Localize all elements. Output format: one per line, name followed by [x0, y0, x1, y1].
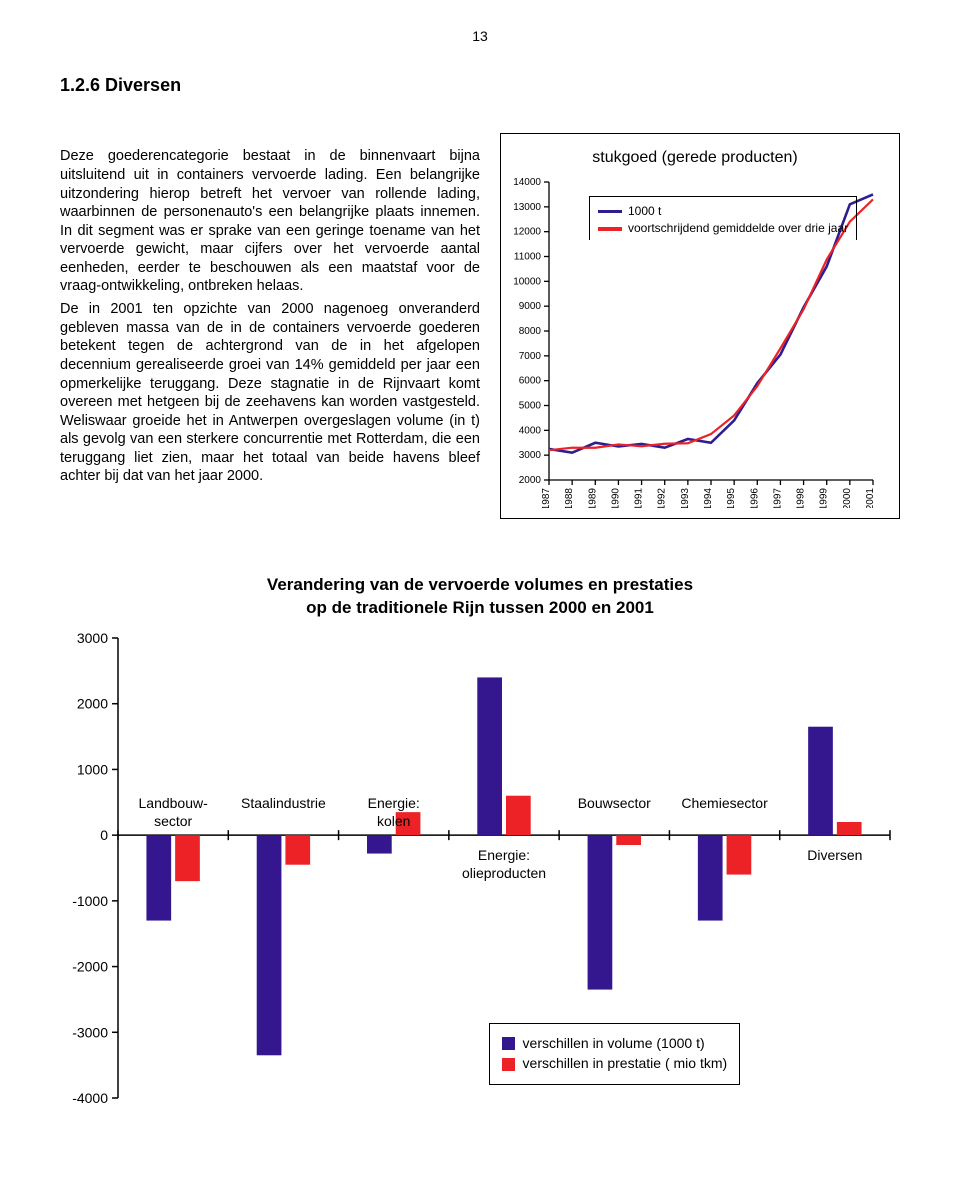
bar-category-label: Diversen — [785, 847, 885, 865]
svg-text:-1000: -1000 — [72, 893, 108, 909]
svg-text:9000: 9000 — [519, 302, 542, 313]
svg-text:5000: 5000 — [519, 401, 542, 412]
line-chart-legend: 1000 t voortschrijdend gemiddelde over d… — [589, 196, 857, 240]
svg-text:7000: 7000 — [519, 351, 542, 362]
svg-text:0: 0 — [100, 827, 108, 843]
svg-text:11000: 11000 — [514, 252, 542, 263]
svg-text:-3000: -3000 — [72, 1025, 108, 1041]
bar-category-label: Staalindustrie — [233, 795, 333, 813]
svg-text:2001: 2001 — [865, 488, 876, 508]
bar-title-line2: op de traditionele Rijn tussen 2000 en 2… — [306, 598, 654, 617]
bar-category-label: Energie:olieproducten — [454, 847, 554, 883]
legend-label-b: voortschrijdend gemiddelde over drie jaa… — [628, 222, 848, 237]
bar-category-label: Energie:kolen — [344, 795, 444, 831]
svg-text:2000: 2000 — [842, 488, 853, 508]
svg-text:1996: 1996 — [749, 488, 760, 508]
svg-text:1990: 1990 — [610, 488, 621, 508]
bar-chart-stage: 3000 2000 1000 0 -1000 -2000 -3000 -4000 Landbo… — [60, 628, 900, 1108]
svg-text:1994: 1994 — [703, 488, 714, 508]
svg-text:8000: 8000 — [519, 326, 542, 337]
legend-prestatie: verschillen in prestatie ( mio tkm) — [523, 1055, 728, 1073]
svg-text:3000: 3000 — [519, 451, 542, 462]
body-text-column: Deze goederencategorie bestaat in de bin… — [60, 133, 480, 519]
svg-text:1989: 1989 — [587, 488, 598, 508]
svg-text:1000: 1000 — [77, 762, 108, 778]
svg-text:1998: 1998 — [796, 488, 807, 508]
page-number: 13 — [60, 28, 900, 46]
bar-category-label: Chemiesector — [675, 795, 775, 813]
svg-text:1995: 1995 — [726, 488, 737, 508]
svg-text:1987: 1987 — [541, 488, 552, 508]
svg-text:6000: 6000 — [519, 376, 542, 387]
bar-chart-title: Verandering van de vervoerde volumes en … — [60, 574, 900, 620]
svg-text:1992: 1992 — [657, 488, 668, 508]
line-chart-box: stukgoed (gerede producten) 2000 3000 4000… — [500, 133, 900, 519]
svg-text:12000: 12000 — [513, 227, 541, 238]
svg-text:1991: 1991 — [634, 488, 645, 508]
section-title: 1.2.6 Diversen — [60, 74, 900, 97]
svg-text:1997: 1997 — [772, 488, 783, 508]
svg-text:-4000: -4000 — [72, 1090, 108, 1106]
svg-text:1999: 1999 — [819, 488, 830, 508]
bar-chart-legend: verschillen in volume (1000 t) verschill… — [489, 1023, 741, 1086]
bar-category-label: Bouwsector — [564, 795, 664, 813]
body-paragraph-2: De in 2001 ten opzichte van 2000 nagenoe… — [60, 300, 480, 485]
bar-category-label: Landbouw-sector — [123, 795, 223, 831]
body-paragraph-1: Deze goederencategorie bestaat in de bin… — [60, 147, 480, 295]
svg-text:13000: 13000 — [513, 202, 541, 213]
legend-label-a: 1000 t — [628, 204, 661, 219]
svg-text:2000: 2000 — [77, 696, 108, 712]
bar-title-line1: Verandering van de vervoerde volumes en … — [267, 575, 693, 594]
svg-text:3000: 3000 — [77, 630, 108, 646]
svg-text:4000: 4000 — [519, 426, 542, 437]
legend-volume: verschillen in volume (1000 t) — [523, 1035, 705, 1053]
line-chart-title: stukgoed (gerede producten) — [505, 148, 885, 168]
line-chart: 2000 3000 4000 5000 6000 7000 8000 9000 10000 110… — [505, 178, 881, 508]
svg-text:1988: 1988 — [564, 488, 575, 508]
svg-text:14000: 14000 — [513, 178, 541, 188]
svg-text:10000: 10000 — [513, 277, 541, 288]
svg-text:2000: 2000 — [519, 475, 542, 486]
svg-text:1993: 1993 — [680, 488, 691, 508]
svg-text:-2000: -2000 — [72, 959, 108, 975]
